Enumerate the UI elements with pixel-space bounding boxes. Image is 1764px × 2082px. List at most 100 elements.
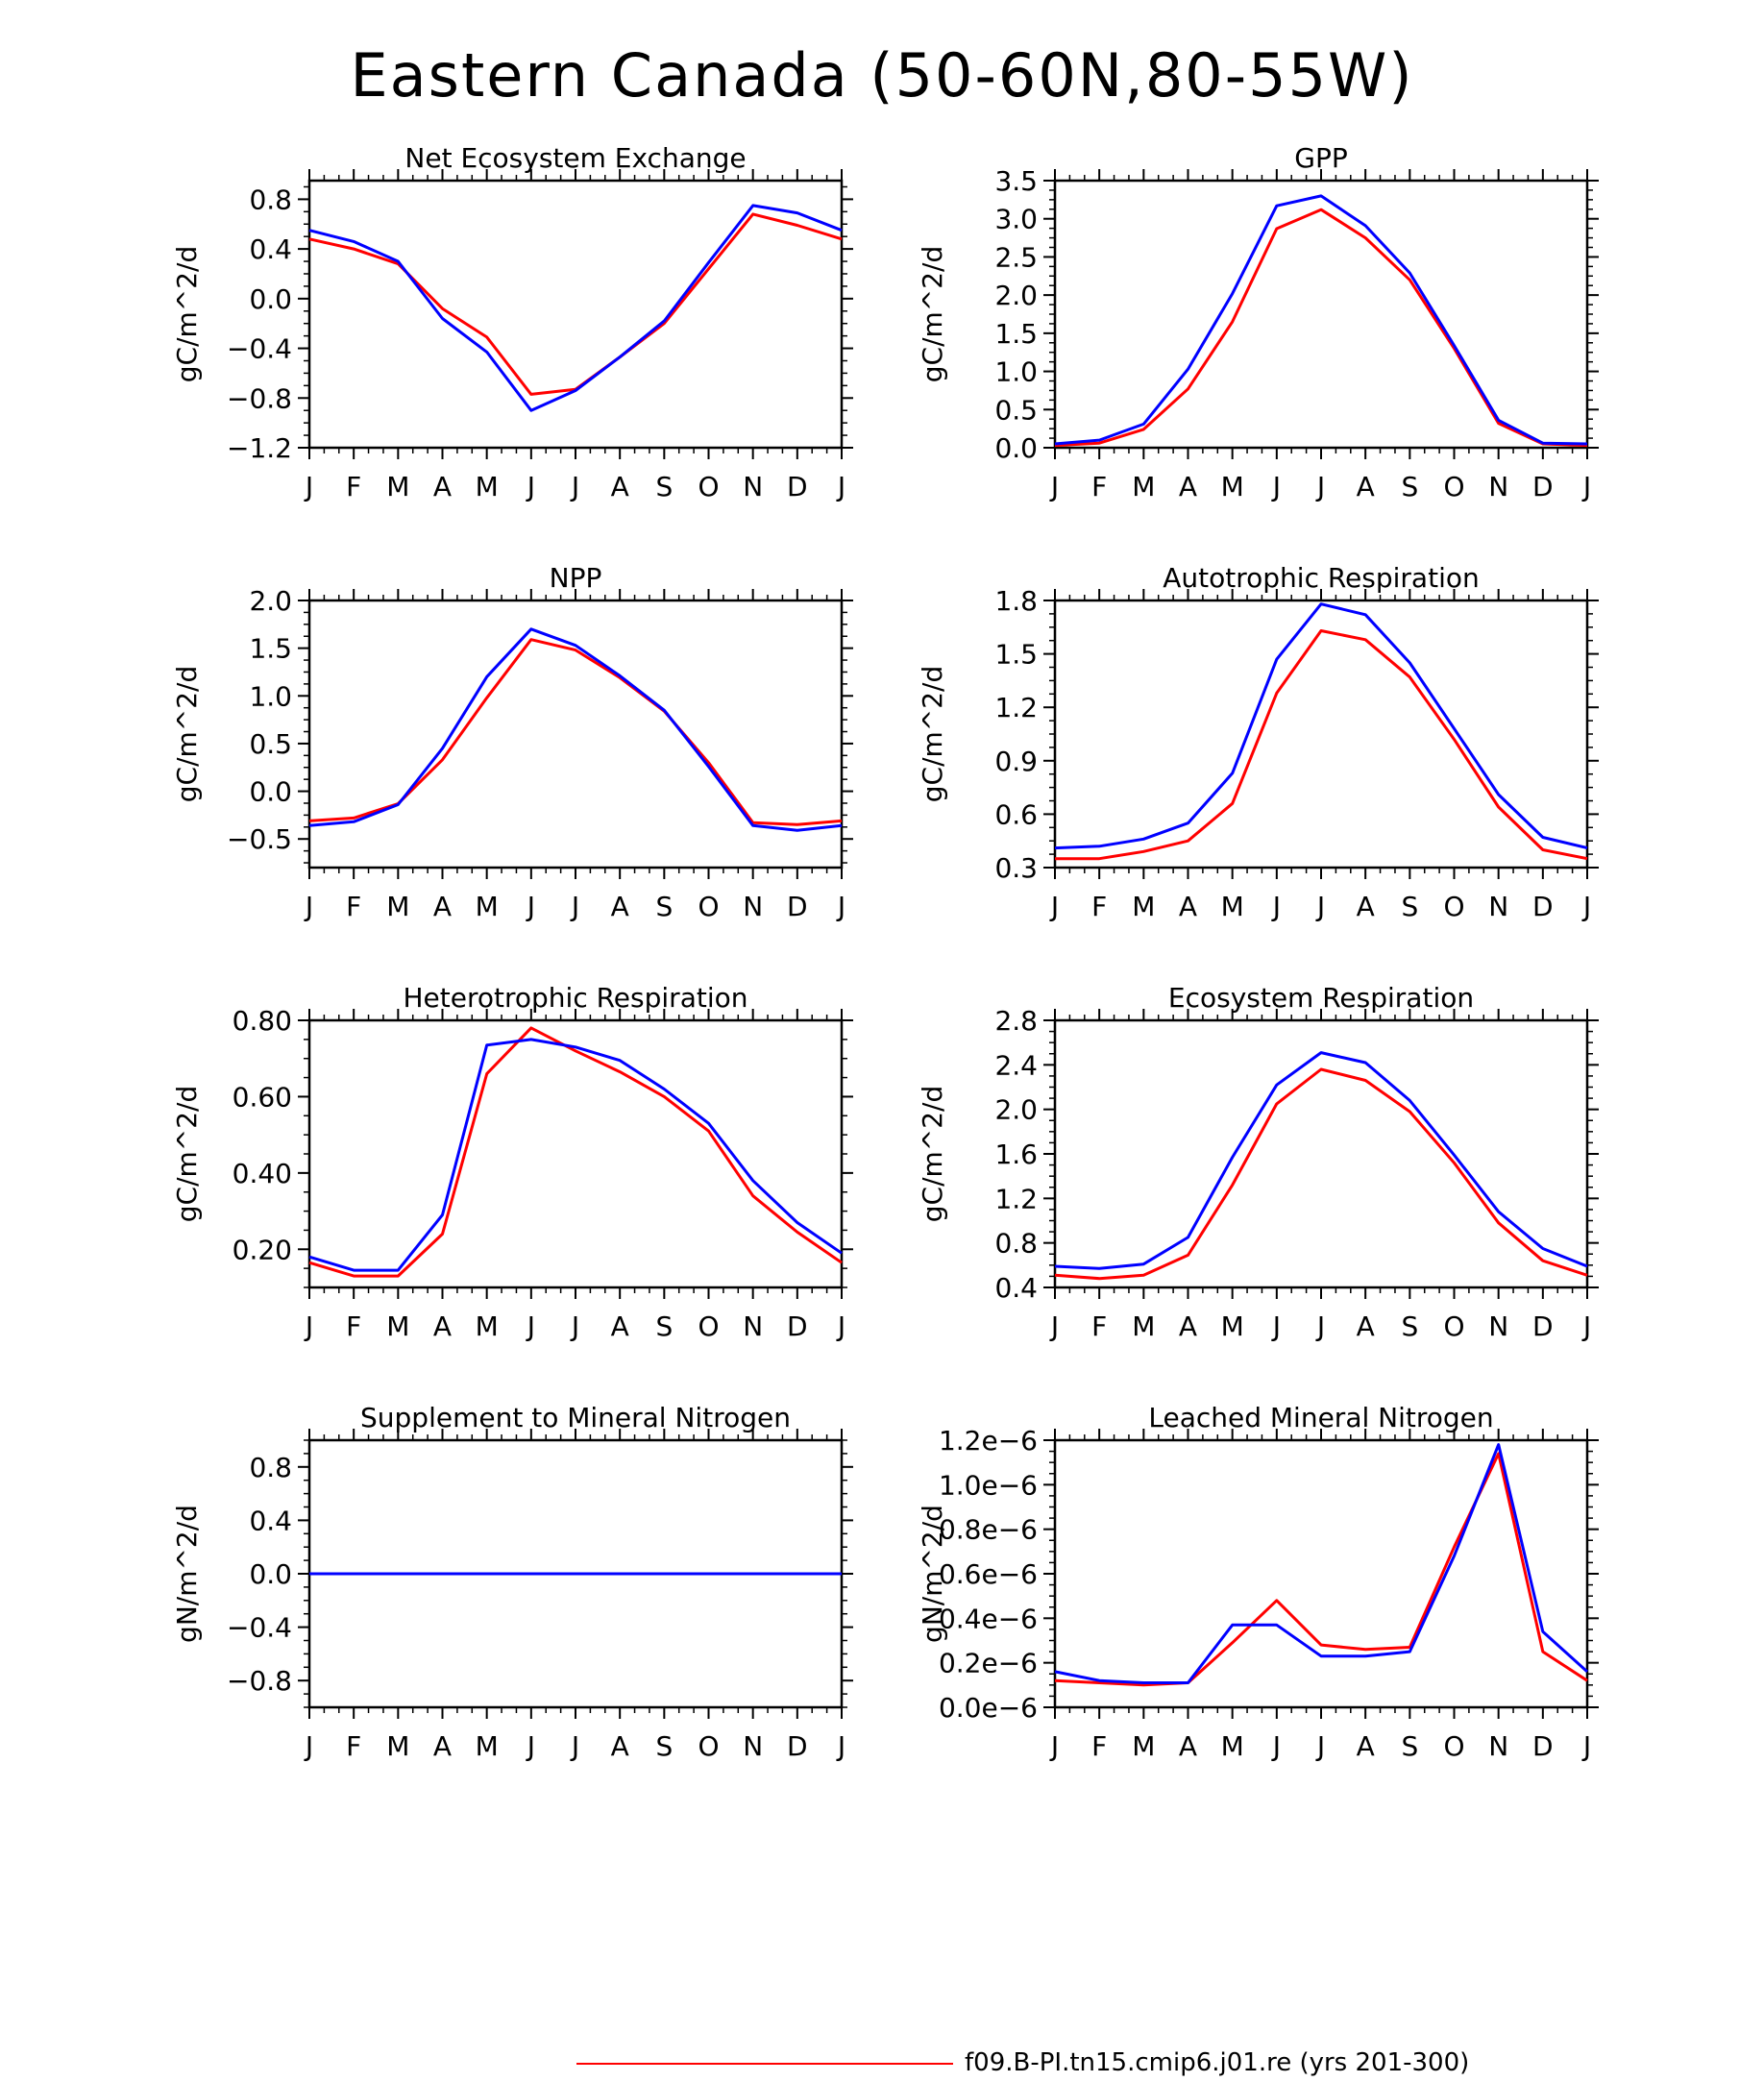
y-tick-label: 1.5 <box>994 639 1038 671</box>
y-tick-label: 0.8e−6 <box>939 1514 1038 1546</box>
x-tick-label: N <box>743 471 763 502</box>
x-tick-label: F <box>346 1310 361 1342</box>
x-tick-label: O <box>1443 1310 1464 1342</box>
x-tick-label: N <box>1488 1310 1508 1342</box>
x-tick-label: N <box>743 1310 763 1342</box>
y-tick-label: 0.8 <box>994 1228 1038 1260</box>
series-line-blue <box>1054 194 1588 446</box>
plot-frame <box>307 1018 844 1289</box>
x-tick-label: N <box>743 891 763 922</box>
x-tick-label: J <box>526 891 535 922</box>
x-tick-label: J <box>1581 1730 1591 1762</box>
x-tick-label: N <box>1488 471 1508 502</box>
x-tick-label: J <box>836 1310 845 1342</box>
series-line-blue <box>1054 602 1588 850</box>
x-tick-label: O <box>698 1730 719 1762</box>
y-tick-label: 3.5 <box>994 165 1038 197</box>
y-axis-label: gN/m^2/d <box>171 1505 203 1643</box>
x-tick-label: M <box>386 891 409 922</box>
x-tick-label: M <box>1221 471 1244 502</box>
x-tick-label: M <box>476 471 499 502</box>
x-tick-label: J <box>836 471 845 502</box>
y-tick-label: 0.4 <box>994 1272 1038 1304</box>
x-tick-label: A <box>433 891 452 922</box>
series-line-red <box>308 1026 843 1278</box>
x-tick-label: F <box>346 1730 361 1762</box>
y-axis-label: gC/m^2/d <box>917 666 948 803</box>
y-tick-label: 1.0 <box>994 356 1038 388</box>
x-tick-label: F <box>1091 891 1107 922</box>
y-tick-label: 0.4e−6 <box>939 1603 1038 1634</box>
x-tick-label: A <box>433 1730 452 1762</box>
plot-frame <box>307 179 844 450</box>
x-tick-label: J <box>836 891 845 922</box>
x-tick-label: A <box>1357 891 1375 922</box>
y-tick-label: 0.0 <box>249 1558 292 1590</box>
x-tick-label: J <box>570 471 579 502</box>
x-tick-label: M <box>386 471 409 502</box>
x-tick-label: D <box>787 1310 808 1342</box>
x-tick-label: J <box>1049 891 1059 922</box>
x-tick-label: J <box>1581 891 1591 922</box>
x-tick-label: F <box>1091 1730 1107 1762</box>
x-tick-label: M <box>476 1730 499 1762</box>
x-tick-label: A <box>1179 891 1197 922</box>
y-tick-label: 1.8 <box>994 585 1038 617</box>
x-tick-label: D <box>1532 471 1554 502</box>
x-tick-label: A <box>611 891 629 922</box>
x-tick-label: J <box>304 1310 313 1342</box>
x-tick-label: F <box>346 471 361 502</box>
x-tick-label: D <box>1532 1730 1554 1762</box>
x-tick-label: S <box>1401 1310 1418 1342</box>
x-tick-label: M <box>1132 891 1155 922</box>
x-tick-label: D <box>1532 1310 1554 1342</box>
x-tick-label: J <box>1049 471 1059 502</box>
y-tick-label: −0.4 <box>227 333 292 365</box>
y-tick-label: 2.0 <box>249 585 292 617</box>
series-line-blue <box>308 204 843 412</box>
y-tick-label: 0.6 <box>994 798 1038 830</box>
x-tick-label: J <box>570 891 579 922</box>
series-line-blue <box>308 1038 843 1272</box>
x-tick-label: J <box>526 1730 535 1762</box>
y-tick-label: 0.3 <box>994 852 1038 884</box>
x-tick-label: J <box>836 1730 845 1762</box>
panel-title: Autotrophic Respiration <box>1163 562 1479 594</box>
x-tick-label: A <box>611 1310 629 1342</box>
y-tick-label: 1.2 <box>994 1183 1038 1214</box>
y-tick-label: 0.0e−6 <box>939 1692 1038 1724</box>
y-tick-label: 0.9 <box>994 746 1038 777</box>
y-tick-label: 2.8 <box>994 1005 1038 1037</box>
x-tick-label: J <box>1581 1310 1591 1342</box>
panel-title: Heterotrophic Respiration <box>404 982 748 1014</box>
y-tick-label: 2.0 <box>994 280 1038 311</box>
x-tick-label: J <box>1271 1730 1281 1762</box>
y-tick-label: 0.0 <box>994 432 1038 464</box>
y-axis-label: gC/m^2/d <box>917 1086 948 1223</box>
plot-frame <box>1053 179 1589 450</box>
x-tick-label: M <box>1132 1730 1155 1762</box>
x-tick-label: M <box>1221 1730 1244 1762</box>
x-tick-label: O <box>698 891 719 922</box>
x-tick-label: J <box>1271 891 1281 922</box>
x-tick-label: A <box>433 471 452 502</box>
series-line-red <box>308 638 843 826</box>
y-tick-label: 0.8 <box>249 184 292 215</box>
x-tick-label: O <box>698 471 719 502</box>
panel-title: Net Ecosystem Exchange <box>404 142 746 174</box>
x-tick-label: D <box>1532 891 1554 922</box>
y-tick-label: 0.80 <box>233 1005 292 1037</box>
x-tick-label: A <box>1179 471 1197 502</box>
y-axis-label: gC/m^2/d <box>171 666 203 803</box>
x-tick-label: J <box>570 1310 579 1342</box>
x-tick-label: M <box>476 1310 499 1342</box>
y-tick-label: −0.8 <box>227 1665 292 1697</box>
x-tick-label: S <box>655 891 673 922</box>
y-tick-label: 0.4 <box>249 233 292 265</box>
y-tick-label: 0.4 <box>249 1505 292 1536</box>
x-tick-label: S <box>655 1730 673 1762</box>
